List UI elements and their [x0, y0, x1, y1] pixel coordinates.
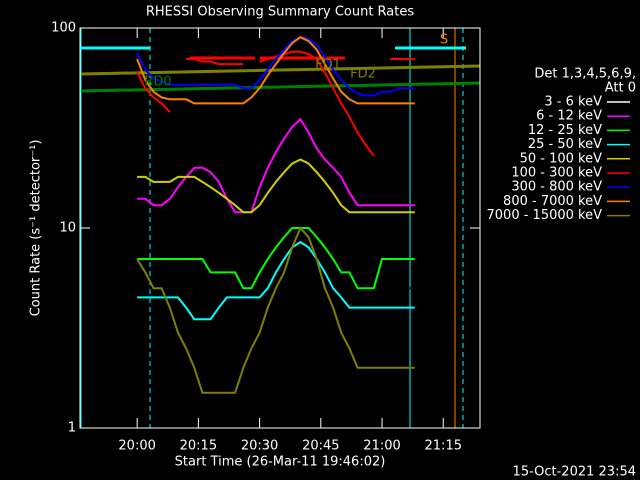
y-tick-label: 10 [59, 221, 76, 236]
legend-label: 25 - 50 keV [528, 137, 602, 152]
series-line [137, 158, 415, 214]
series-line [136, 226, 415, 394]
series-line [136, 36, 415, 97]
legend-label: 100 - 300 keV [511, 166, 602, 181]
x-tick-label: 20:15 [180, 439, 217, 454]
x-tick-label: 20:30 [241, 439, 278, 454]
y-axis-title: Count Rate (s⁻¹ detector⁻¹) [29, 140, 44, 317]
y-tick-label: 1 [68, 421, 76, 436]
series-line [137, 240, 415, 321]
flag-bar [80, 81, 481, 93]
series-line [137, 117, 415, 214]
y-tick-label: 100 [51, 21, 76, 36]
x-tick-label: 21:00 [363, 439, 400, 454]
flag-label: FD1 [315, 58, 341, 73]
legend-label: 3 - 6 keV [544, 95, 602, 110]
flag-label: S [440, 33, 448, 48]
flag-lines [80, 28, 481, 428]
x-tick-label: 20:00 [118, 439, 155, 454]
chart-title: RHESSI Observing Summary Count Rates [146, 5, 415, 20]
x-tick-label: 21:15 [425, 439, 462, 454]
series-line [136, 36, 415, 105]
legend-label: 50 - 100 keV [520, 151, 603, 166]
footer: 15-Oct-2021 23:54 [513, 465, 636, 480]
x-axis-title: Start Time (26-Mar-11 19:46:02) [175, 455, 386, 470]
legend-header: Att 0 [605, 81, 636, 96]
legend-label: 800 - 7000 keV [503, 194, 602, 209]
series-line [137, 227, 415, 290]
legend-label: 300 - 800 keV [511, 180, 602, 195]
legend-header: Det 1,3,4,5,6,9, [534, 67, 636, 82]
flag-label: RD0 [144, 75, 171, 90]
flag-label: FD2 [350, 67, 376, 82]
legend-label: 7000 - 15000 keV [487, 208, 603, 223]
legend-label: 6 - 12 keV [536, 109, 602, 124]
legend-label: 12 - 25 keV [528, 123, 602, 138]
series-line [136, 50, 415, 157]
x-tick-label: 20:45 [302, 439, 339, 454]
plot-area [136, 36, 415, 394]
